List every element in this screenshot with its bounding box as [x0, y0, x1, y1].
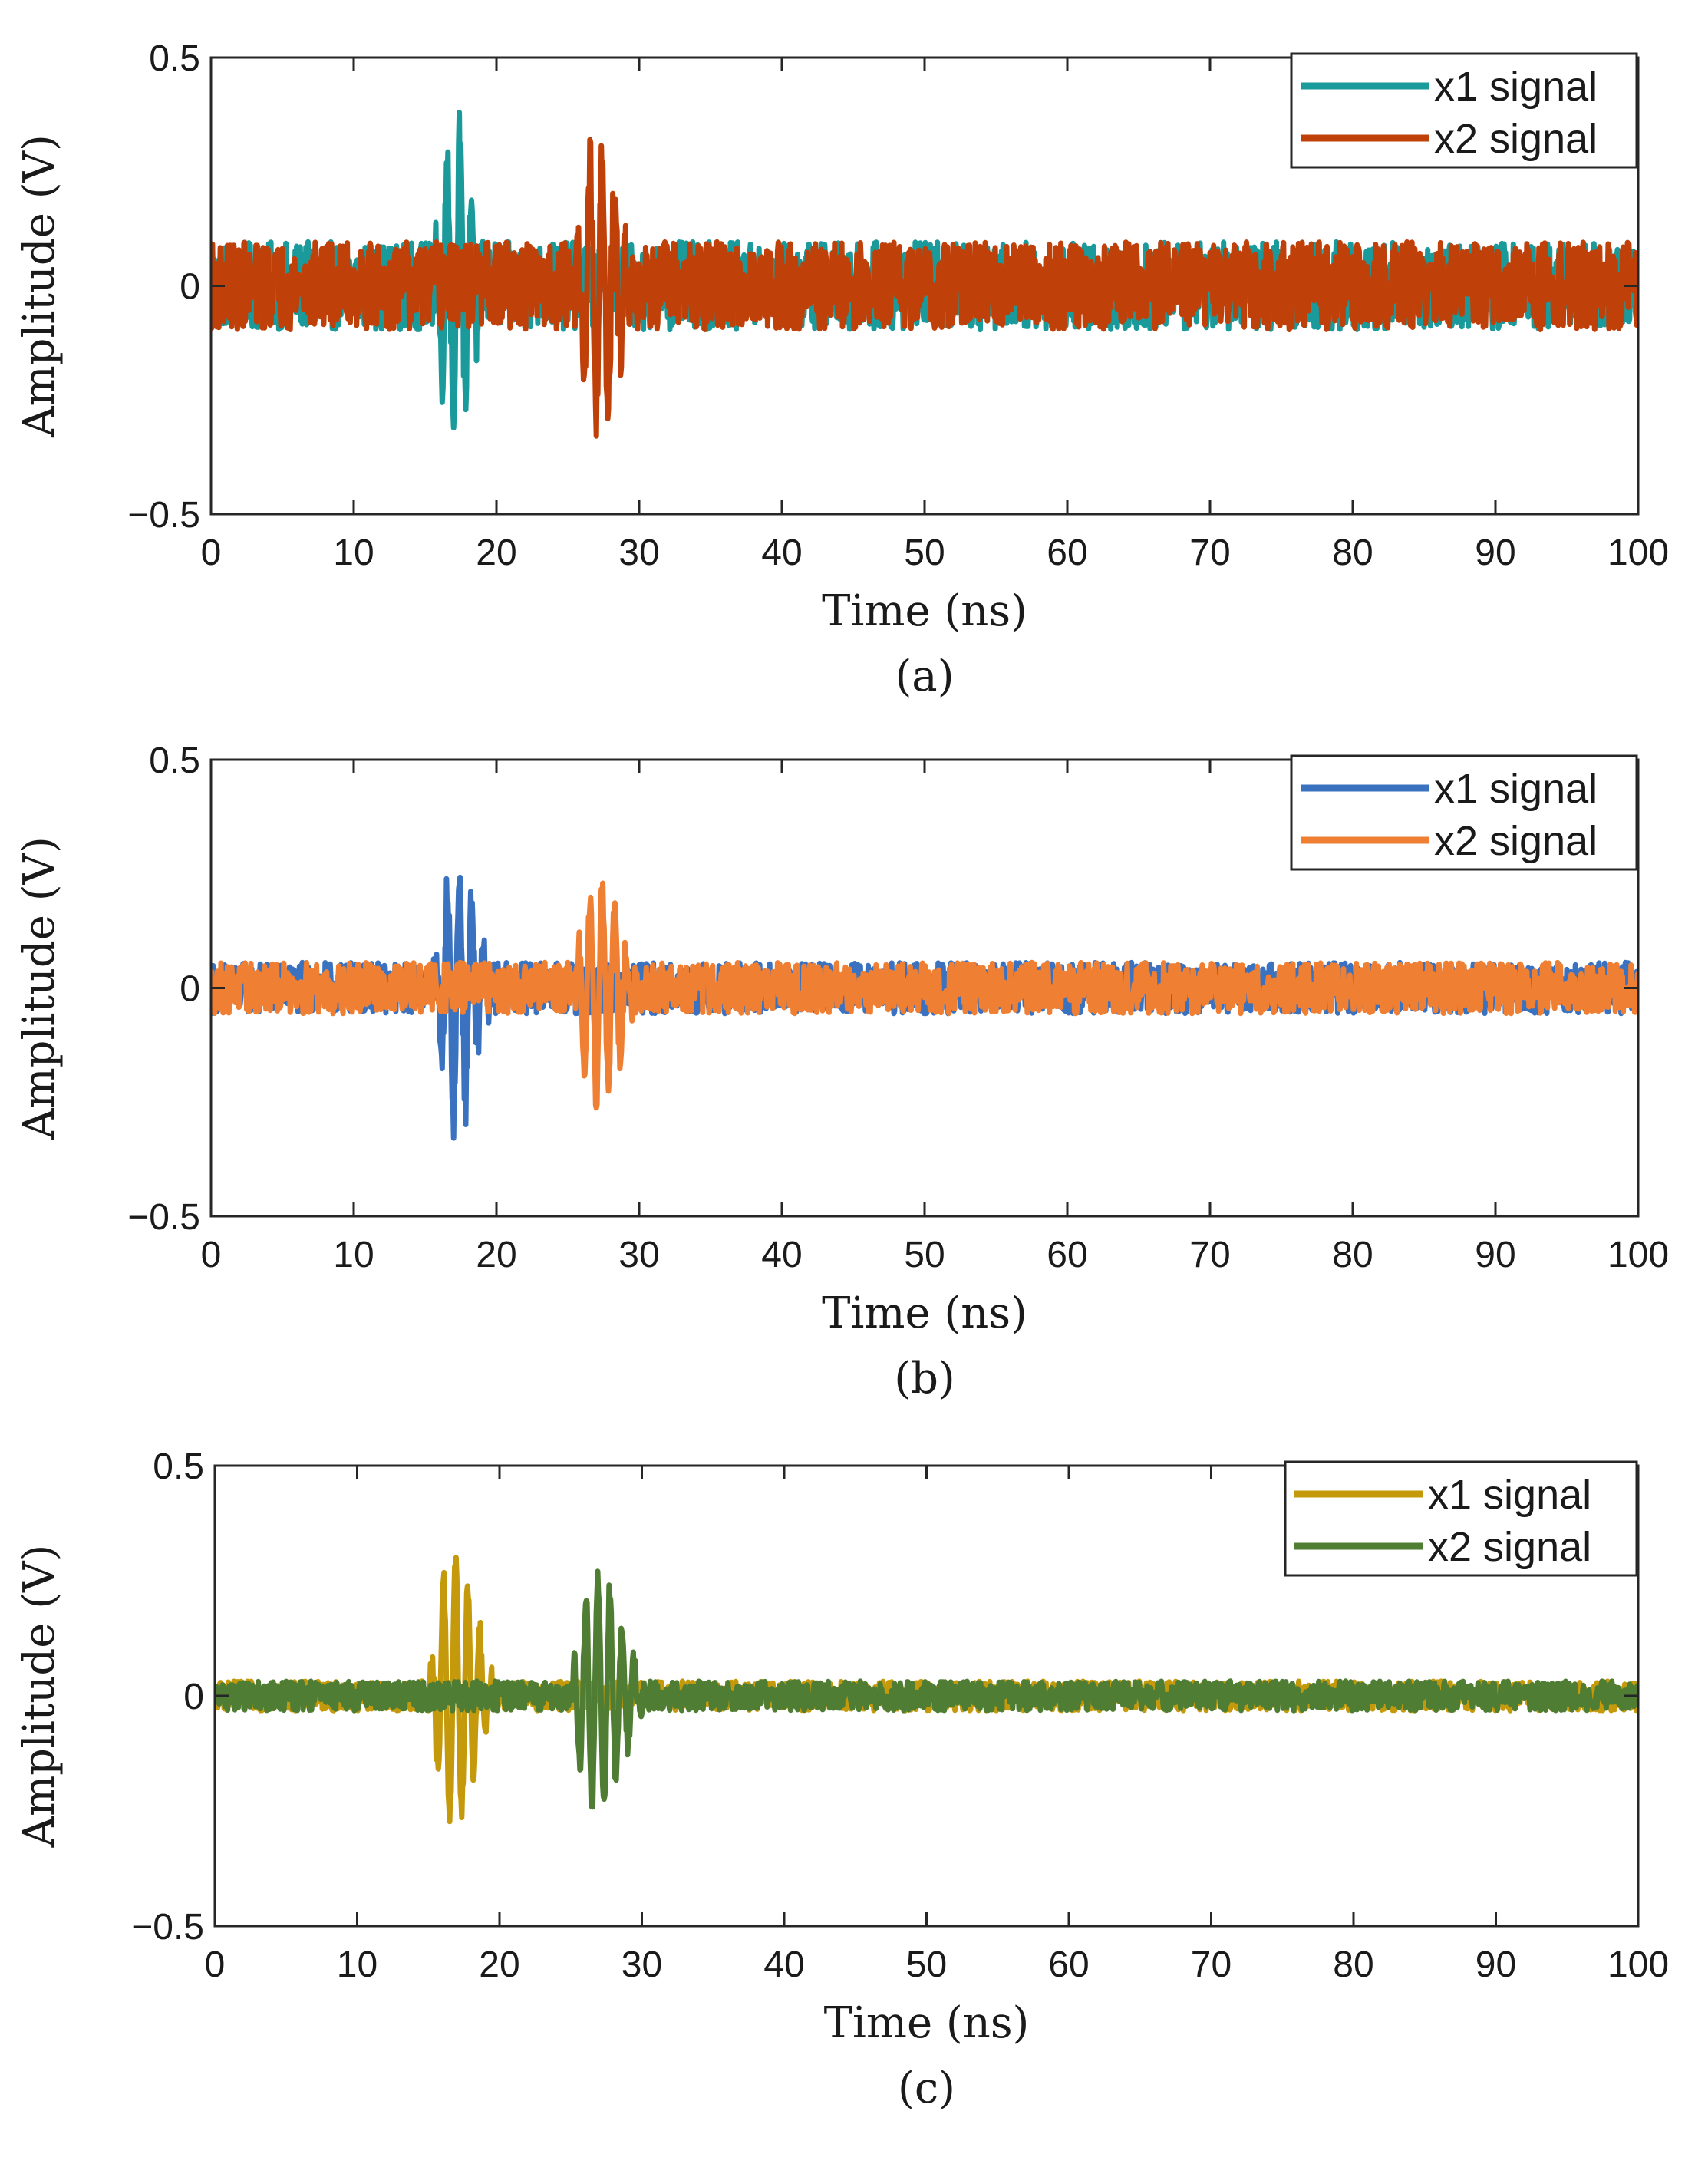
legend-box [1284, 1460, 1638, 1577]
x-tick-label: 20 [479, 1944, 519, 1985]
x-tick-label: 70 [1189, 533, 1230, 573]
y-tick-label: 0 [180, 969, 200, 1010]
x-axis-label: Time (ns) [822, 1288, 1027, 1338]
legend-label: x2 signal [1434, 116, 1598, 162]
x-tick-label: 80 [1333, 1944, 1373, 1985]
x-tick-label: 50 [906, 1944, 947, 1985]
x-tick-label: 40 [761, 533, 802, 573]
x-axis-label: Time (ns) [822, 586, 1027, 636]
x-tick-label: 90 [1475, 1235, 1515, 1275]
x-tick-label: 10 [333, 1235, 374, 1275]
x-tick-label: 100 [1607, 1944, 1669, 1985]
x-tick-label: 0 [201, 1235, 222, 1275]
x-tick-label: 90 [1475, 533, 1515, 573]
x-tick-label: 60 [1048, 1944, 1089, 1985]
x-tick-label: 30 [618, 1235, 659, 1275]
panel-caption: (a) [895, 651, 954, 701]
y-tick-label: −0.5 [127, 1197, 200, 1238]
x-tick-label: 60 [1047, 1235, 1087, 1275]
x-tick-label: 100 [1607, 533, 1669, 573]
y-tick-label: 0.5 [153, 1446, 204, 1487]
x-tick-label: 10 [333, 533, 374, 573]
y-tick-label: 0 [180, 267, 200, 308]
y-tick-label: 0 [183, 1677, 204, 1717]
legend-label: x1 signal [1434, 766, 1598, 812]
x-axis-label: Time (ns) [824, 1998, 1030, 2048]
y-axis-label: Amplitude (V) [15, 836, 64, 1140]
x-tick-label: 20 [476, 1235, 516, 1275]
y-tick-label: 0.5 [149, 741, 200, 781]
legend-label: x1 signal [1428, 1472, 1591, 1518]
x-tick-label: 60 [1047, 533, 1087, 573]
y-tick-label: 0.5 [149, 38, 200, 79]
legend-label: x2 signal [1428, 1524, 1591, 1570]
x-tick-label: 30 [618, 533, 659, 573]
panel-caption: (c) [898, 2063, 955, 2113]
x-tick-label: 30 [622, 1944, 662, 1985]
x-tick-label: 40 [763, 1944, 804, 1985]
x-tick-label: 80 [1332, 1235, 1373, 1275]
x-tick-label: 40 [761, 1235, 802, 1275]
y-axis-label: Amplitude (V) [15, 134, 64, 438]
x-tick-label: 0 [205, 1944, 226, 1985]
x-tick-label: 20 [476, 533, 516, 573]
x-tick-label: 100 [1607, 1235, 1669, 1275]
x-tick-label: 10 [337, 1944, 378, 1985]
series-line-c-x2 [215, 1568, 1638, 1810]
x-tick-label: 50 [904, 1235, 945, 1275]
legend-box [1290, 754, 1638, 871]
legend-box [1290, 52, 1638, 169]
y-tick-label: −0.5 [127, 495, 200, 536]
series-line-b-x2 [211, 880, 1638, 1111]
legend-label: x1 signal [1434, 64, 1598, 110]
x-tick-label: 50 [904, 533, 945, 573]
x-tick-label: 90 [1476, 1944, 1516, 1985]
x-tick-label: 0 [201, 533, 222, 573]
x-tick-label: 70 [1189, 1235, 1230, 1275]
y-axis-label: Amplitude (V) [15, 1545, 64, 1849]
y-tick-label: −0.5 [131, 1907, 204, 1948]
panel-caption: (b) [894, 1354, 955, 1404]
legend-label: x2 signal [1434, 818, 1598, 864]
series-line-a-x2 [211, 137, 1638, 439]
x-tick-label: 70 [1191, 1944, 1232, 1985]
x-tick-label: 80 [1332, 533, 1373, 573]
